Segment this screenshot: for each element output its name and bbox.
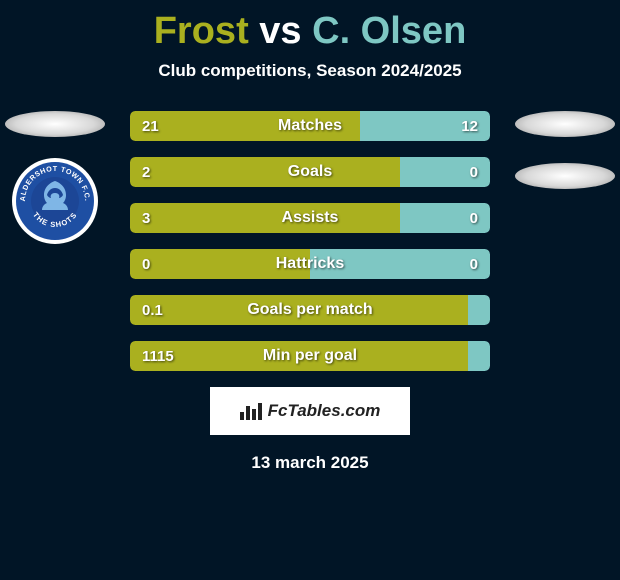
stat-label: Assists xyxy=(130,203,490,233)
subtitle: Club competitions, Season 2024/2025 xyxy=(0,61,620,81)
player1-column: ALDERSHOT TOWN F.C. THE SHOTS xyxy=(0,111,110,245)
stat-value-left: 2 xyxy=(142,157,150,187)
player2-name: C. Olsen xyxy=(312,10,466,52)
stat-label: Goals per match xyxy=(130,295,490,325)
stat-label: Goals xyxy=(130,157,490,187)
stat-value-left: 3 xyxy=(142,203,150,233)
stat-value-right: 0 xyxy=(470,157,478,187)
stat-value-left: 21 xyxy=(142,111,159,141)
player1-name: Frost xyxy=(154,10,249,52)
stat-value-right: 0 xyxy=(470,203,478,233)
player2-column xyxy=(510,111,620,189)
stat-value-right: 12 xyxy=(461,111,478,141)
stat-value-left: 0 xyxy=(142,249,150,279)
chart-icon xyxy=(240,402,262,420)
comparison-title: Frost vs C. Olsen xyxy=(0,0,620,53)
stat-value-left: 1115 xyxy=(142,341,174,371)
stat-row: Assists3 0 xyxy=(130,203,490,233)
stat-row: Min per goal1115 xyxy=(130,341,490,371)
stat-row: Hattricks0 0 xyxy=(130,249,490,279)
stat-value-left: 0.1 xyxy=(142,295,163,325)
stat-label: Matches xyxy=(130,111,490,141)
stat-row: Goals per match0.1 xyxy=(130,295,490,325)
attribution-text: FcTables.com xyxy=(268,401,381,421)
stat-bars: Matches2112Goals20Assists30Hattricks00Go… xyxy=(130,111,490,371)
player1-avatar-placeholder xyxy=(5,111,105,137)
player1-club-badge: ALDERSHOT TOWN F.C. THE SHOTS xyxy=(11,157,99,245)
stat-row: Matches21 12 xyxy=(130,111,490,141)
player2-avatar-placeholder xyxy=(515,111,615,137)
vs-text: vs xyxy=(259,10,301,52)
comparison-content: ALDERSHOT TOWN F.C. THE SHOTS Matches211… xyxy=(0,111,620,371)
stat-value-right: 0 xyxy=(470,249,478,279)
stat-label: Hattricks xyxy=(130,249,490,279)
stat-label: Min per goal xyxy=(130,341,490,371)
stat-row: Goals2 0 xyxy=(130,157,490,187)
player2-club-badge-placeholder xyxy=(515,163,615,189)
attribution: FcTables.com xyxy=(210,387,410,435)
date-text: 13 march 2025 xyxy=(0,453,620,473)
